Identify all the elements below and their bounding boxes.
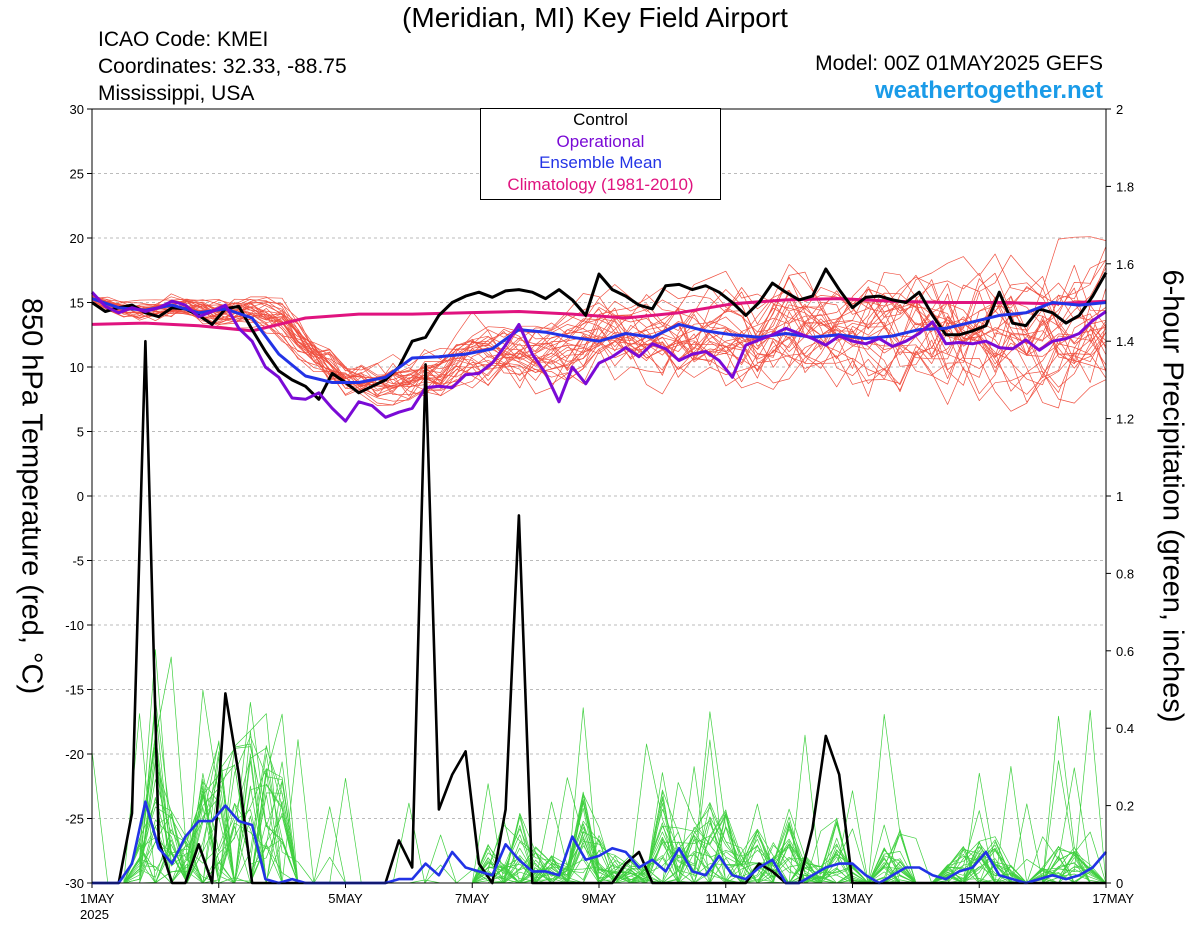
x-tick-label: 5MAY: [328, 891, 363, 906]
y-right-tick-label: 2: [1116, 102, 1123, 117]
y-right-tick-label: 0.8: [1116, 566, 1134, 581]
y-left-tick-label: 25: [70, 167, 84, 182]
legend: Control Operational Ensemble Mean Climat…: [480, 108, 721, 200]
y-left-tick-label: 0: [77, 489, 84, 504]
legend-control: Control: [573, 110, 628, 129]
x-tick-label: 9MAY: [582, 891, 617, 906]
member-temp-line: [91, 287, 1107, 392]
x-tick-label: 13MAY: [832, 891, 874, 906]
y-left-tick-label: 30: [70, 102, 84, 117]
member-temp-line: [91, 279, 1107, 397]
x-tick-label: 3MAY: [202, 891, 237, 906]
y-axis-left-label: 850 hPa Temperature (red, °C): [15, 297, 48, 695]
control-temp-line: [91, 267, 1108, 401]
member-temp-line: [91, 264, 1107, 393]
y-left-tick-label: -5: [72, 554, 84, 569]
y-left-tick-label: -25: [65, 812, 84, 827]
y-right-tick-label: 0.6: [1116, 644, 1134, 659]
y-right-tick-label: 0.4: [1116, 721, 1134, 736]
legend-climatology: Climatology (1981-2010): [507, 174, 694, 194]
x-tick-label: 11MAY: [705, 891, 746, 906]
y-left-tick-label: 5: [77, 425, 84, 440]
y-axis-right-label: 6-hour Precipitation (green, inches): [1156, 269, 1189, 723]
member-temp-line: [91, 296, 1107, 385]
y-right-tick-label: 1.4: [1116, 334, 1134, 349]
member-temp-line: [91, 253, 1107, 397]
y-left-tick-label: 20: [70, 231, 84, 246]
x-tick-label: 15MAY: [958, 891, 1000, 906]
coordinates: Coordinates: 32.33, -88.75: [98, 55, 347, 78]
region: Mississippi, USA: [98, 82, 255, 105]
y-left-tick-label: -15: [65, 683, 84, 698]
y-left-tick-label: -20: [65, 747, 84, 762]
member-precip-line: [92, 656, 1107, 884]
member-temp-line: [91, 264, 1107, 406]
x-tick-sublabel: 2025: [80, 907, 109, 922]
model-run: Model: 00Z 01MAY2025 GEFS: [815, 52, 1103, 75]
legend-ensemble-mean: Ensemble Mean: [539, 153, 662, 172]
y-left-tick-label: 10: [70, 360, 84, 375]
y-right-tick-label: 1.6: [1116, 257, 1134, 272]
y-right-tick-label: 1.8: [1116, 179, 1134, 194]
mean-precip-line: [92, 800, 1107, 885]
member-temp-line: [91, 272, 1107, 381]
y-left-tick-label: 15: [70, 296, 84, 311]
member-precip-line: [92, 746, 1107, 884]
y-right-tick-label: 1: [1116, 489, 1123, 504]
y-left-tick-label: -10: [65, 618, 84, 633]
x-tick-label: 17MAY: [1092, 891, 1134, 906]
y-right-tick-label: 0.2: [1116, 799, 1134, 814]
operational-temp-line: [90, 291, 1107, 423]
legend-operational: Operational: [556, 131, 645, 151]
y-right-tick-label: 0: [1116, 876, 1123, 891]
icao-code: ICAO Code: KMEI: [98, 28, 269, 51]
y-right-tick-label: 1.2: [1116, 412, 1134, 427]
x-tick-label: 7MAY: [455, 891, 490, 906]
x-tick-label: 1MAY: [80, 891, 115, 906]
site-link[interactable]: weathertogether.net: [874, 77, 1103, 104]
y-left-tick-label: -30: [65, 876, 84, 891]
member-temp-line: [91, 271, 1107, 388]
member-temp-line: [91, 284, 1107, 398]
page-title: (Meridian, MI) Key Field Airport: [402, 2, 788, 33]
